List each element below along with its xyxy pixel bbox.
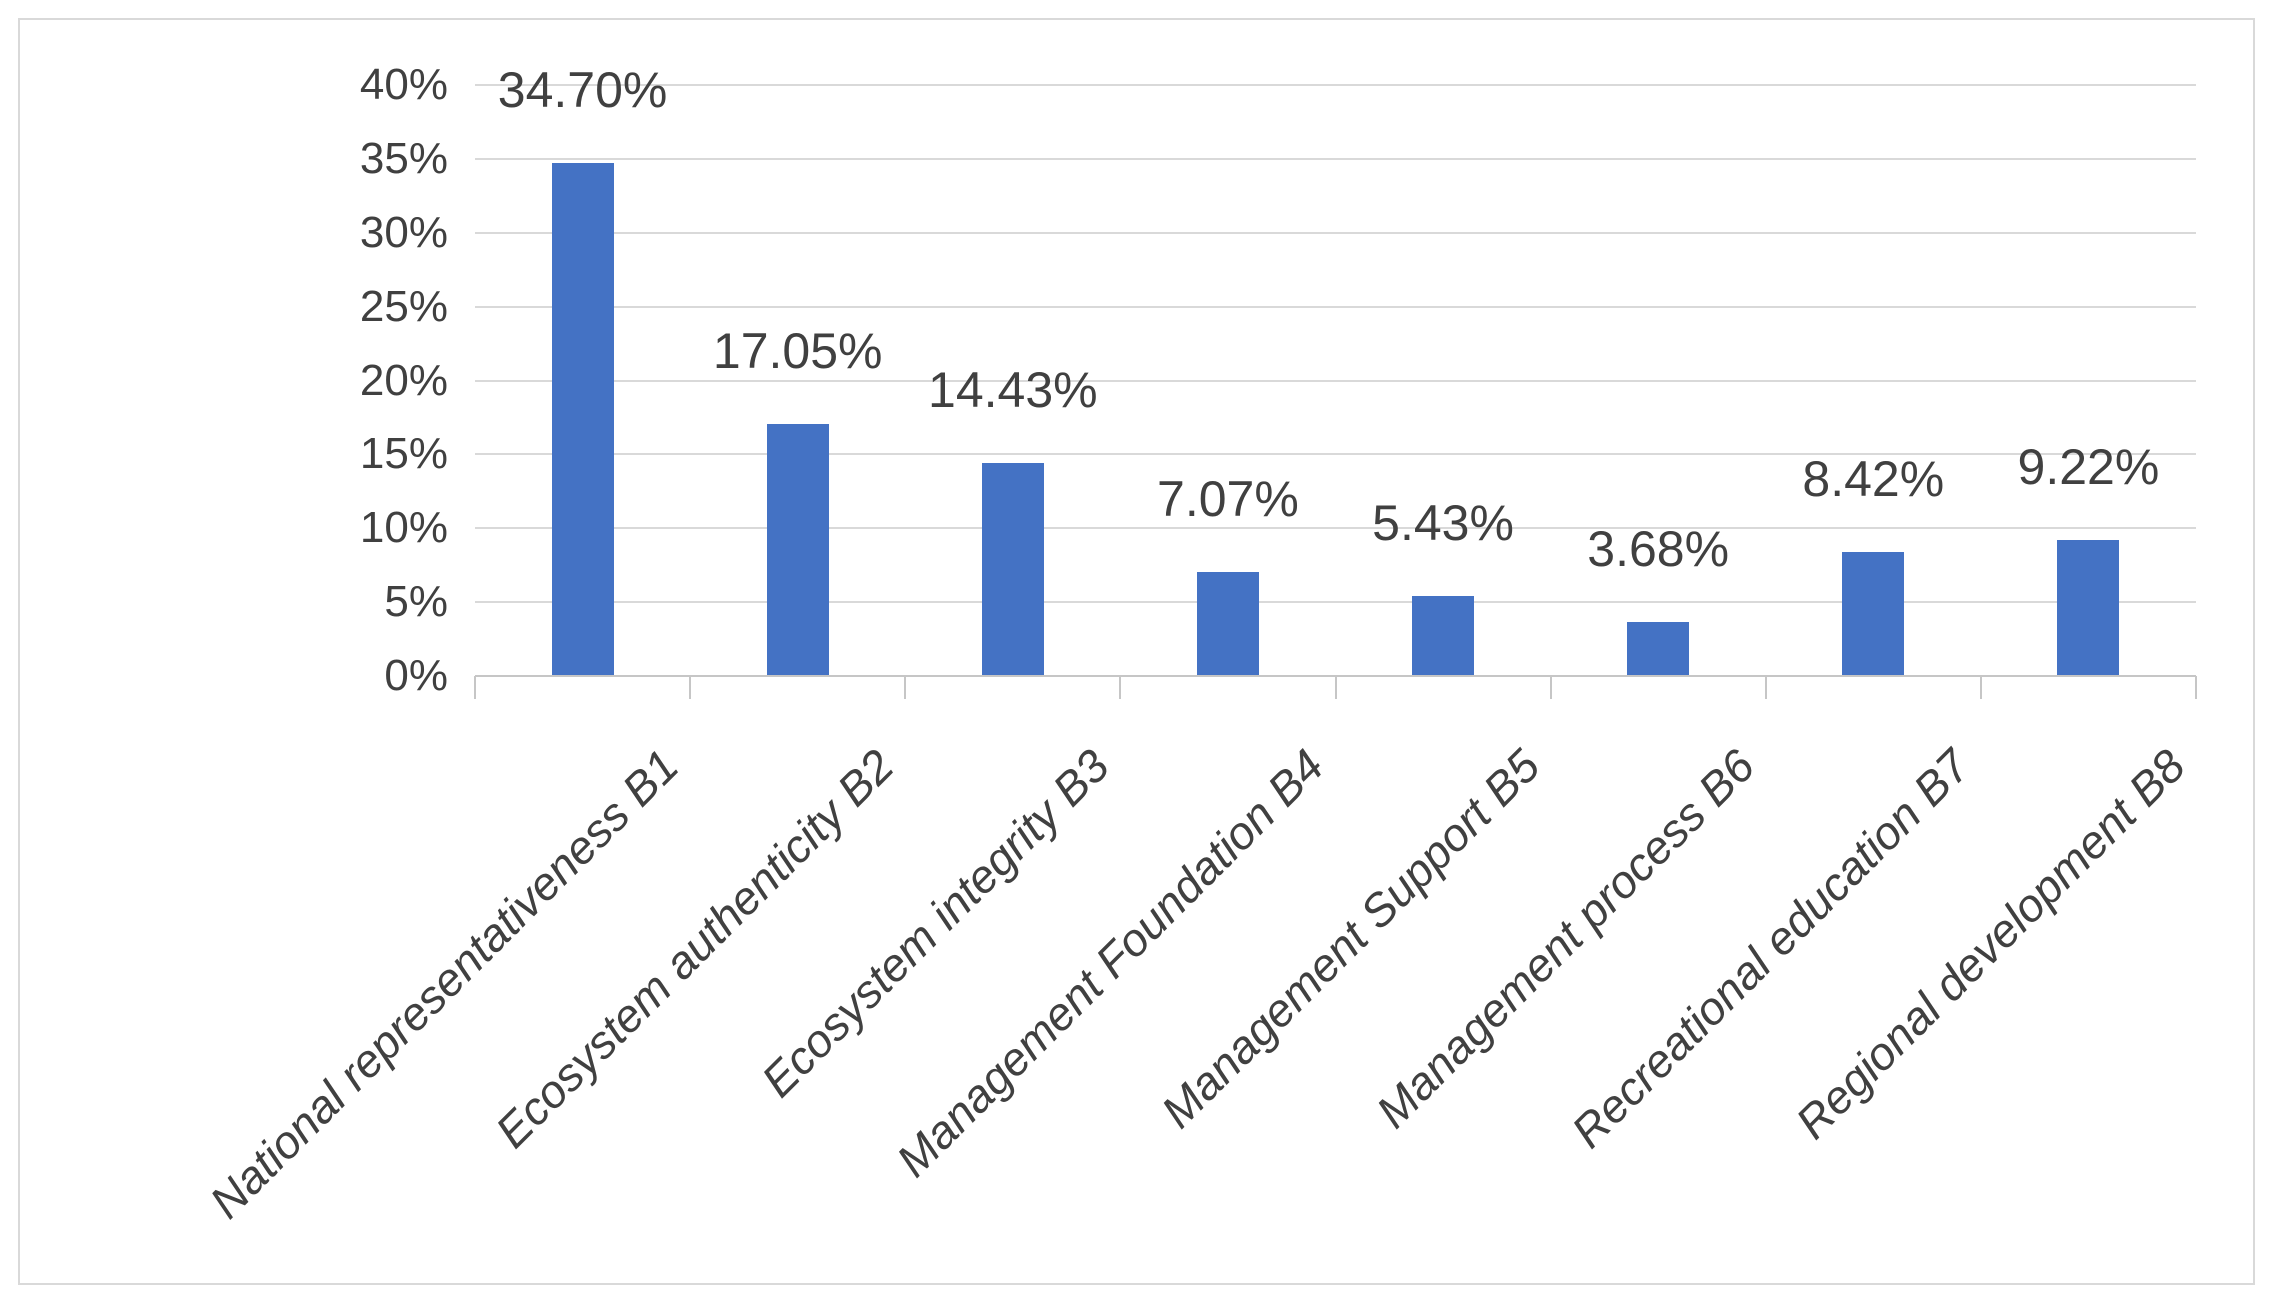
bar-value-label: 3.68%: [1587, 520, 1730, 577]
bar-value-label: 34.70%: [497, 62, 668, 119]
bar: [1412, 595, 1475, 676]
bar: [1842, 551, 1905, 676]
bar-value-label: 17.05%: [712, 323, 883, 380]
gridline: [475, 84, 2196, 86]
y-axis-tick-label: 15%: [359, 429, 448, 479]
bar: [1196, 571, 1259, 676]
y-axis-tick-label: 25%: [359, 281, 448, 331]
gridline: [475, 453, 2196, 456]
gridline: [475, 379, 2196, 382]
bar: [1627, 621, 1690, 676]
plot-area: 34.70% 17.05% 14.43% 7.07% 5.43% 3.68% 8.42% 9.…: [475, 65, 2196, 677]
y-axis-tick-label: 40%: [359, 60, 448, 109]
x-axis-tick-mark: [474, 676, 476, 699]
x-axis-tick-mark: [1764, 676, 1767, 699]
gridline: [475, 527, 2196, 530]
bar: [551, 163, 614, 676]
bar-value-label: 14.43%: [928, 361, 1098, 418]
x-axis-tick-mark: [1119, 676, 1122, 699]
gridline: [475, 305, 2196, 308]
bar: [766, 424, 829, 676]
gridline: [475, 157, 2196, 160]
bar: [2057, 539, 2120, 676]
x-axis-tick-mark: [1549, 676, 1552, 699]
x-axis-tick-mark: [904, 676, 907, 699]
x-axis-tick-mark: [2195, 676, 2197, 699]
bar-value-label: 7.07%: [1157, 470, 1299, 527]
y-axis-tick-label: 5%: [384, 577, 448, 627]
y-axis-tick-label: 20%: [359, 355, 448, 405]
bar-value-label: 5.43%: [1372, 494, 1514, 551]
gridline: [475, 231, 2196, 234]
x-axis-tick-mark: [1979, 676, 1982, 699]
gridline: [475, 601, 2196, 604]
y-axis-tick-label: 30%: [359, 207, 448, 257]
bar-value-label: 9.22%: [2017, 438, 2160, 495]
x-axis-tick-mark: [1334, 676, 1337, 699]
bar-value-label: 8.42%: [1802, 450, 1945, 507]
bar: [981, 462, 1044, 676]
x-axis-tick-mark: [689, 676, 692, 699]
y-axis-tick-label: 0%: [384, 651, 448, 700]
y-axis-tick-label: 35%: [359, 133, 448, 183]
y-axis-tick-label: 10%: [359, 503, 448, 553]
